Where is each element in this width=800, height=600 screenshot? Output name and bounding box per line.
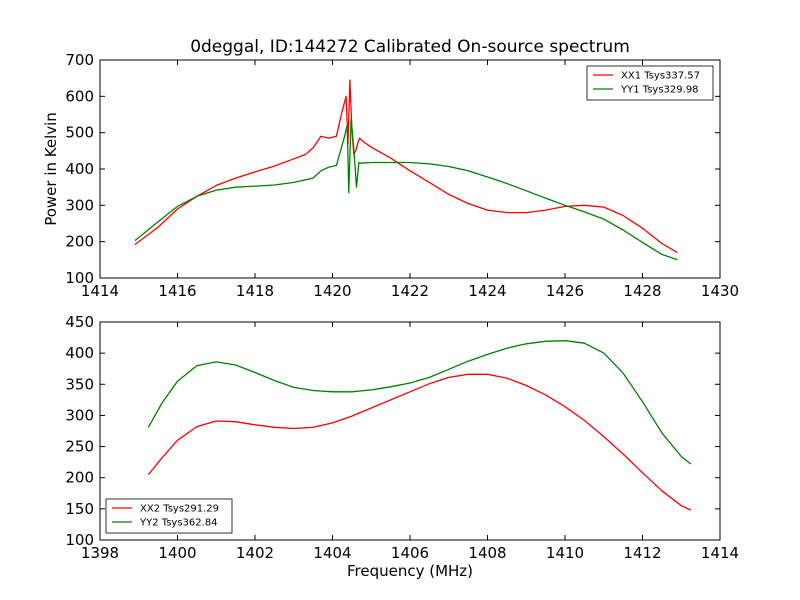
x-tick-label: 1416 [158,282,196,300]
x-tick-label: 1430 [701,282,739,300]
y-tick-label: 350 [65,375,94,393]
x-tick-label: 1422 [391,282,429,300]
y-tick-label: 600 [65,87,94,105]
legend-label: XX1 Tsys337.57 [621,71,700,82]
x-tick-label: 1404 [313,544,351,562]
x-tick-label: 1402 [236,544,274,562]
y-tick-label: 100 [65,269,94,287]
y-axis-label: Power in Kelvin [42,112,60,226]
x-tick-label: 1424 [468,282,506,300]
x-tick-label: 1426 [546,282,584,300]
y-tick-label: 300 [65,406,94,424]
x-tick-label: 1428 [623,282,661,300]
legend-label: XX2 Tsys291.29 [140,504,219,515]
series-line-yy [134,117,678,261]
x-axis-label: Frequency (MHz) [347,562,473,580]
bottom-plot: 1398 1400 1402 1404 1406 1408 1410 1412 1414 100 1… [65,313,739,580]
y-tick-label: 200 [65,469,94,487]
y-tick-label: 500 [65,124,94,142]
legend-box [105,498,233,534]
y-tick-label: 700 [65,51,94,69]
y-tick-label: 250 [65,438,94,456]
legend: XX2 Tsys291.29 YY2 Tsys362.84 [105,498,233,534]
chart-title: 0deggal, ID:144272 Calibrated On-source … [190,37,630,57]
legend-label: YY1 Tsys329.98 [620,85,699,96]
x-tick-label: 1418 [236,282,274,300]
legend-label: YY2 Tsys362.84 [139,518,218,529]
y-tick-label: 400 [65,160,94,178]
y-tick-label: 450 [65,313,94,331]
x-tick-label: 1398 [81,544,119,562]
y-tick-label: 300 [65,196,94,214]
series-line-xx [147,373,692,511]
series-line-yy [147,340,692,465]
y-tick-label: 400 [65,344,94,362]
legend: XX1 Tsys337.57 YY1 Tsys329.98 [586,65,714,101]
x-tick-label: 1414 [81,282,119,300]
series-line-xx [134,79,678,254]
x-tick-label: 1408 [468,544,506,562]
x-tick-label: 1414 [701,544,739,562]
x-tick-label: 1412 [623,544,661,562]
x-tick-label: 1406 [391,544,429,562]
y-tick-label: 100 [65,531,94,549]
y-tick-label: 200 [65,233,94,251]
x-tick-label: 1420 [313,282,351,300]
y-tick-label: 150 [65,500,94,518]
x-tick-label: 1400 [158,544,196,562]
top-plot: 1414 1416 1418 1420 1422 1424 1426 1428 1430 100 2… [42,51,739,300]
x-tick-label: 1410 [546,544,584,562]
legend-box [586,65,714,101]
